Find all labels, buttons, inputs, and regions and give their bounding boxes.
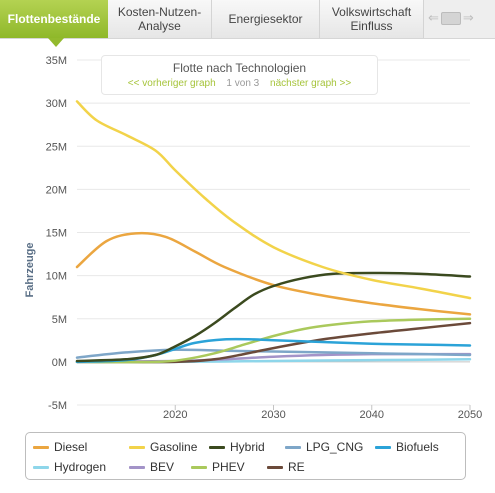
- series-line-hybrid[interactable]: [75, 271, 472, 363]
- x-tick-label: 2040: [360, 409, 384, 421]
- series-line-diesel[interactable]: [75, 231, 472, 316]
- arrow-right-icon[interactable]: ⇒: [462, 10, 474, 25]
- series-line-lpg-cng[interactable]: [75, 348, 472, 359]
- tab-label: Energiesektor: [228, 12, 303, 26]
- legend-label: Biofuels: [396, 440, 439, 454]
- legend-swatch: [33, 465, 49, 469]
- tab-label: Volkswirtschaft Einfluss: [331, 5, 412, 33]
- tab-volkswirtschaft-einfluss[interactable]: Volkswirtschaft Einfluss: [320, 0, 424, 38]
- legend-label: Gasoline: [150, 440, 198, 454]
- next-graph-link[interactable]: nächster graph >>: [270, 78, 352, 89]
- chart-legend: Diesel Gasoline Hybrid LPG_CNG Biofuels Hydro…: [25, 432, 466, 480]
- scroll-thumb[interactable]: [440, 11, 461, 25]
- x-tick-labels: 2020 2030 2040 2050: [163, 405, 482, 421]
- legend-item-bev[interactable]: BEV: [129, 460, 174, 474]
- legend-swatch: [209, 445, 225, 449]
- active-tab-caret: [48, 38, 64, 47]
- legend-item-hybrid[interactable]: Hybrid: [209, 440, 265, 454]
- legend-item-gasoline[interactable]: Gasoline: [129, 440, 197, 454]
- legend-swatch: [33, 445, 49, 449]
- legend-label: BEV: [150, 460, 175, 474]
- legend-item-biofuels[interactable]: Biofuels: [375, 440, 439, 454]
- legend-item-diesel[interactable]: Diesel: [33, 440, 87, 454]
- y-tick-label: 5M: [52, 314, 67, 326]
- legend-swatch: [129, 445, 145, 449]
- series-line-re[interactable]: [75, 321, 472, 364]
- legend-label: Diesel: [54, 440, 88, 454]
- series-lines: [75, 100, 472, 364]
- x-tick-label: 2050: [458, 409, 482, 421]
- tab-label: Flottenbestände: [7, 12, 101, 26]
- legend-item-re[interactable]: RE: [267, 460, 305, 474]
- legend-swatch: [129, 465, 145, 469]
- tab-bar: Flottenbestände Kosten-Nutzen- Analyse E…: [0, 0, 495, 39]
- previous-graph-link[interactable]: << vorheriger graph: [127, 78, 216, 89]
- series-line-gasoline[interactable]: [75, 100, 472, 300]
- x-tick-label: 2020: [163, 409, 187, 421]
- legend-item-lpg-cng[interactable]: LPG_CNG: [285, 440, 363, 454]
- tab-flottenbestaende[interactable]: Flottenbestände: [0, 0, 108, 38]
- tab-scroller[interactable]: ⇐ ⇒: [428, 8, 478, 28]
- series-line-phev[interactable]: [75, 317, 472, 364]
- legend-label: Hydrogen: [54, 460, 107, 474]
- legend-label: Hybrid: [230, 440, 265, 454]
- chart-nav: << vorheriger graph 1 von 3 nächster gra…: [102, 78, 377, 89]
- y-tick-label: -5M: [48, 400, 67, 412]
- y-tick-label: 10M: [46, 271, 67, 283]
- y-tick-labels: -5M 0M 5M 10M 15M 20M 25M 30M 35M: [46, 55, 67, 412]
- y-tick-label: 35M: [46, 55, 67, 67]
- tab-label: Kosten-Nutzen- Analyse: [117, 5, 202, 33]
- x-tick-label: 2030: [261, 409, 285, 421]
- tab-kosten-nutzen-analyse[interactable]: Kosten-Nutzen- Analyse: [108, 0, 212, 38]
- chart-header: Flotte nach Technologien << vorheriger g…: [101, 55, 378, 95]
- y-tick-label: 20M: [46, 184, 67, 196]
- y-tick-label: 30M: [46, 98, 67, 110]
- legend-swatch: [375, 445, 391, 449]
- legend-label: RE: [288, 460, 305, 474]
- y-tick-label: 25M: [46, 141, 67, 153]
- y-tick-label: 15M: [46, 228, 67, 240]
- arrow-left-icon[interactable]: ⇐: [428, 10, 439, 25]
- legend-swatch: [285, 445, 301, 449]
- y-axis-label: Fahrzeuge: [24, 242, 36, 297]
- tab-energiesektor[interactable]: Energiesektor: [212, 0, 320, 38]
- legend-item-hydrogen[interactable]: Hydrogen: [33, 460, 106, 474]
- y-tick-label: 0M: [52, 357, 67, 369]
- legend-item-phev[interactable]: PHEV: [191, 460, 245, 474]
- page-indicator: 1 von 3: [226, 78, 260, 89]
- legend-label: LPG_CNG: [306, 440, 364, 454]
- chart-title: Flotte nach Technologien: [172, 61, 307, 75]
- legend-swatch: [191, 465, 207, 469]
- legend-swatch: [267, 465, 283, 469]
- legend-label: PHEV: [212, 460, 245, 474]
